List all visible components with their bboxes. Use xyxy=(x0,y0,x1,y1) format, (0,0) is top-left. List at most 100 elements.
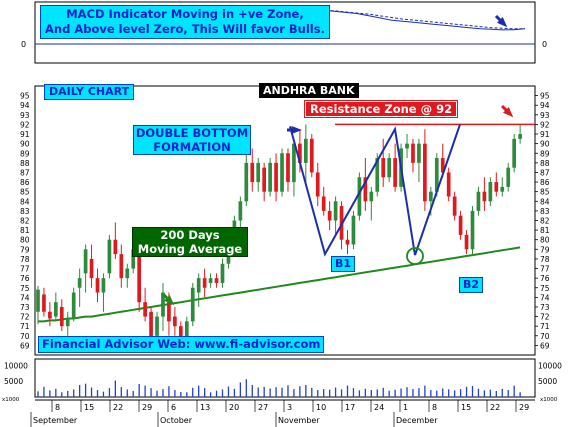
pattern-arrow-right-icon-head xyxy=(291,125,302,135)
candle-body xyxy=(196,278,201,293)
price-tick-right-69: 69 xyxy=(540,341,550,350)
price-tick-left-85: 85 xyxy=(20,188,30,197)
volume-tick-right-10000: 10000 xyxy=(538,361,562,370)
pattern-arrow-right-icon xyxy=(287,125,302,135)
candle-body xyxy=(303,138,308,163)
volume-panel: 5000 5000 10000 10000 x1000 x1000 xyxy=(2,361,562,403)
candle-body xyxy=(262,167,267,192)
candle-body xyxy=(77,278,82,288)
pattern-label: DOUBLE BOTTOM FORMATION xyxy=(133,125,251,155)
price-tick-right-80: 80 xyxy=(540,236,550,245)
x-tick-label: 22 xyxy=(113,403,123,412)
resistance-arrow-down-right-icon xyxy=(500,104,514,118)
candle-body xyxy=(53,302,58,317)
candle-body xyxy=(36,289,40,312)
macd-zero-label-left: 0 xyxy=(21,40,26,49)
candle-body xyxy=(143,302,147,317)
candle-body xyxy=(393,158,397,187)
candle-body xyxy=(446,172,451,197)
candle-body xyxy=(155,316,159,336)
x-tick-label: 8 xyxy=(55,403,60,412)
price-tick-right-75: 75 xyxy=(540,284,550,293)
price-tick-right-73: 73 xyxy=(540,303,550,312)
resistance-arrow-down-right-icon-head xyxy=(503,107,514,118)
candle-body xyxy=(250,162,255,183)
candle-body xyxy=(298,143,302,163)
macd-note-line1: MACD Indicator Moving in +ve Zone, xyxy=(66,7,304,21)
candle-body xyxy=(280,153,284,192)
x-tick-label: 15 xyxy=(84,403,94,412)
candle-body xyxy=(208,278,213,283)
candle-body xyxy=(286,153,290,183)
x-tick-label: 6 xyxy=(171,403,176,412)
candle-body xyxy=(190,287,195,322)
price-tick-right-77: 77 xyxy=(540,265,550,274)
price-tick-right-71: 71 xyxy=(540,322,550,331)
price-tick-right-94: 94 xyxy=(540,101,550,110)
price-tick-right-85: 85 xyxy=(540,188,550,197)
price-tick-left-75: 75 xyxy=(20,284,30,293)
month-label: September xyxy=(33,416,78,425)
candle-body xyxy=(256,162,261,183)
candle-body xyxy=(48,311,52,319)
candle-body xyxy=(71,292,76,319)
price-tick-right-79: 79 xyxy=(540,245,550,254)
price-tick-left-87: 87 xyxy=(20,168,30,177)
candle-body xyxy=(59,306,64,327)
candle-body xyxy=(434,158,439,192)
x-tick-label: 22 xyxy=(490,403,500,412)
bottom2-circle xyxy=(406,247,424,265)
x-tick-label: 8 xyxy=(432,403,437,412)
candle-body xyxy=(113,239,118,255)
macd-panel-border xyxy=(34,1,536,64)
moving-average-label-line2: Moving Average xyxy=(137,242,243,256)
moving-average-line xyxy=(38,246,521,323)
price-tick-left-84: 84 xyxy=(20,197,30,206)
ma-arrow-down-right-icon xyxy=(161,292,175,306)
candle-body xyxy=(238,201,243,221)
candle-body xyxy=(417,143,421,163)
candle-body xyxy=(423,143,427,202)
candle-body xyxy=(315,172,320,197)
pattern-label-line1: DOUBLE BOTTOM xyxy=(135,126,249,140)
price-tick-left-76: 76 xyxy=(20,274,30,283)
price-tick-left-89: 89 xyxy=(20,149,30,158)
volume-unit-left: x1000 xyxy=(2,397,20,403)
candle-body xyxy=(506,167,511,187)
resistance-label: Resistance Zone @ 92 xyxy=(303,100,459,118)
x-tick-label: 15 xyxy=(461,403,471,412)
candle-body xyxy=(149,311,153,346)
candle-body xyxy=(464,234,469,250)
macd-note-line2: And Above level Zero, This Will favor Bu… xyxy=(45,22,325,36)
price-tick-left-95: 95 xyxy=(20,92,30,101)
candle-body xyxy=(482,191,487,202)
x-tick-label: 3 xyxy=(287,403,292,412)
candle-body xyxy=(184,321,189,348)
price-tick-right-81: 81 xyxy=(540,226,550,235)
price-tick-right-88: 88 xyxy=(540,159,550,168)
price-tick-right-89: 89 xyxy=(540,149,550,158)
price-tick-right-78: 78 xyxy=(540,255,550,264)
price-tick-left-72: 72 xyxy=(20,313,30,322)
price-tick-left-78: 78 xyxy=(20,255,30,264)
x-tick-label: 29 xyxy=(142,403,152,412)
price-tick-left-90: 90 xyxy=(20,140,30,149)
price-tick-left-77: 77 xyxy=(20,265,30,274)
x-tick-label: 13 xyxy=(200,403,210,412)
candle-body xyxy=(89,258,94,279)
price-tick-left-93: 93 xyxy=(20,111,30,120)
price-tick-right-83: 83 xyxy=(540,207,550,216)
chart-overlays xyxy=(161,14,514,306)
volume-tick-left-5000: 5000 xyxy=(4,377,23,386)
x-tick-label: 27 xyxy=(258,403,268,412)
pattern-label-line2: FORMATION xyxy=(153,140,231,154)
price-tick-right-74: 74 xyxy=(540,293,550,302)
price-tick-left-81: 81 xyxy=(20,226,30,235)
candle-body xyxy=(405,143,409,149)
price-tick-left-74: 74 xyxy=(20,293,30,302)
candle-body xyxy=(309,138,314,173)
daily-chart-label: DAILY CHART xyxy=(44,84,135,100)
macd-arrow-down-right-icon xyxy=(494,14,508,28)
candle-body xyxy=(333,201,338,221)
candle-body xyxy=(321,196,326,211)
